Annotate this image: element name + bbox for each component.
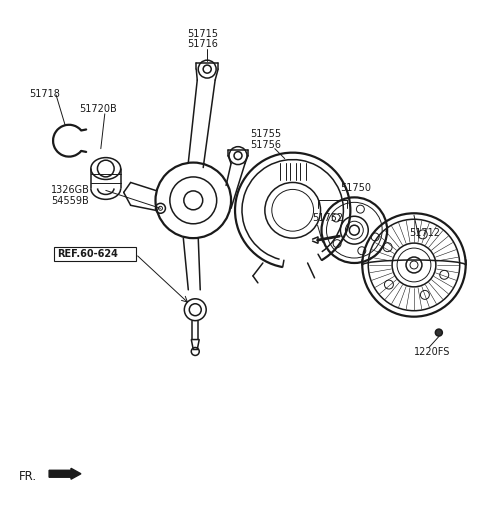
Text: 51752: 51752 <box>312 213 344 223</box>
Polygon shape <box>192 339 199 350</box>
Text: 51756: 51756 <box>250 140 281 150</box>
Text: 51718: 51718 <box>29 89 60 99</box>
Circle shape <box>435 329 443 336</box>
Text: 51715: 51715 <box>187 29 218 39</box>
Text: 54559B: 54559B <box>51 196 89 206</box>
Text: 51716: 51716 <box>187 39 218 49</box>
Text: 1220FS: 1220FS <box>414 348 450 358</box>
Text: 51712: 51712 <box>409 228 440 238</box>
FancyArrow shape <box>49 468 81 479</box>
Text: 51720B: 51720B <box>79 104 117 114</box>
Text: 51750: 51750 <box>340 183 372 194</box>
Ellipse shape <box>91 158 120 180</box>
Text: FR.: FR. <box>19 470 37 483</box>
FancyBboxPatch shape <box>54 247 136 261</box>
Text: REF.60-624: REF.60-624 <box>57 249 118 259</box>
Text: 1326GB: 1326GB <box>51 185 90 195</box>
Text: 51755: 51755 <box>250 129 281 139</box>
